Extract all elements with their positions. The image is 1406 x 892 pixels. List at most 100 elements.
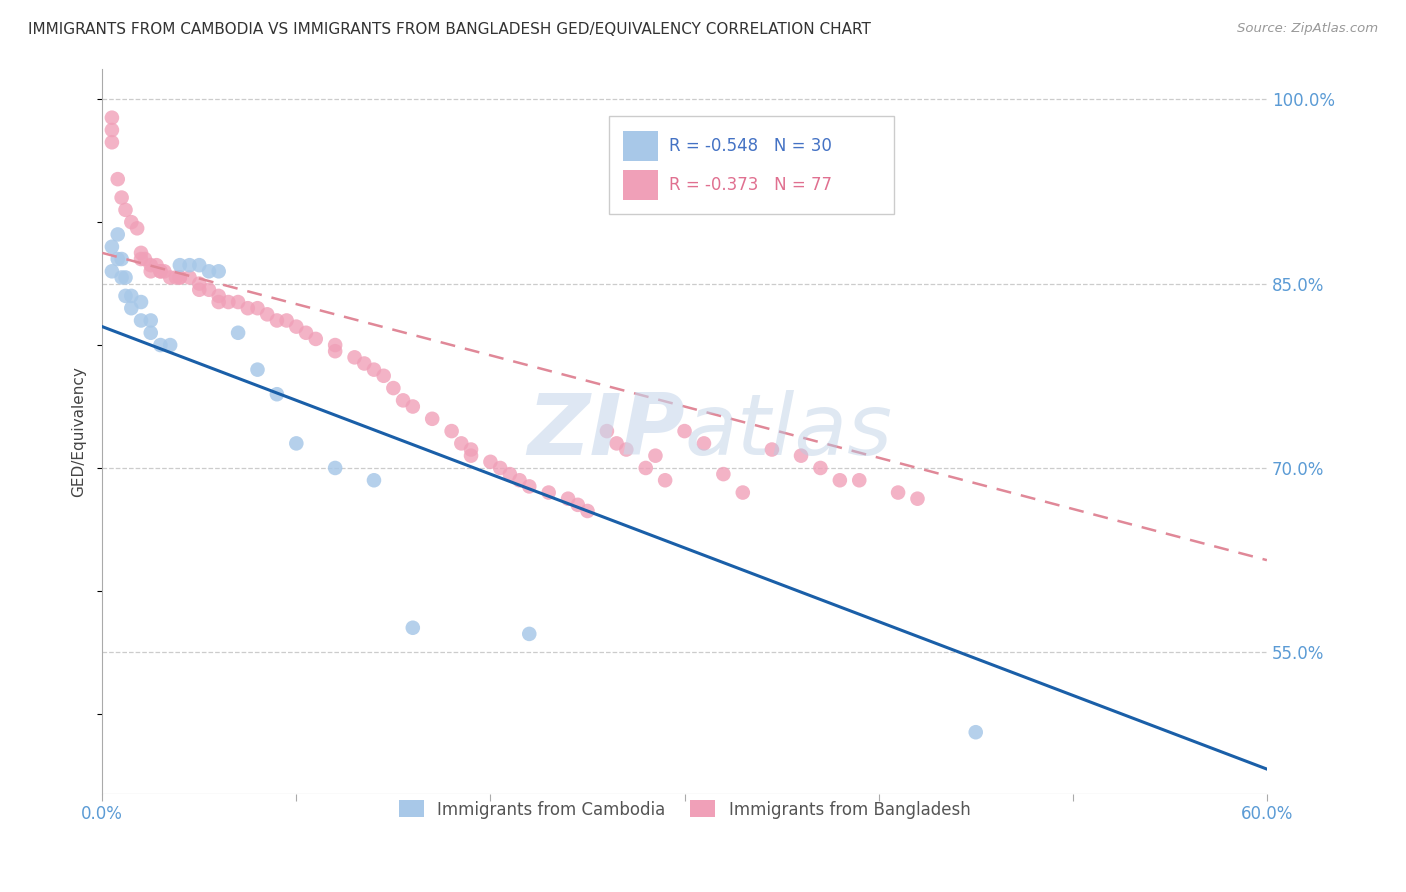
Point xyxy=(305,332,328,346)
Point xyxy=(101,111,124,125)
Point xyxy=(159,338,181,352)
Point xyxy=(323,461,346,475)
Point xyxy=(149,264,172,278)
Point xyxy=(450,436,472,450)
Point xyxy=(217,295,239,310)
Point xyxy=(644,449,666,463)
Point xyxy=(353,357,375,371)
Point xyxy=(266,313,288,327)
Point xyxy=(576,504,599,518)
Point xyxy=(761,442,783,457)
Point xyxy=(266,387,288,401)
Point xyxy=(711,467,734,482)
Point xyxy=(129,313,152,327)
Point xyxy=(101,123,124,137)
Text: IMMIGRANTS FROM CAMBODIA VS IMMIGRANTS FROM BANGLADESH GED/EQUIVALENCY CORRELATI: IMMIGRANTS FROM CAMBODIA VS IMMIGRANTS F… xyxy=(28,22,870,37)
Text: atlas: atlas xyxy=(685,390,893,473)
Point xyxy=(114,270,136,285)
Point xyxy=(848,473,870,487)
Point xyxy=(153,264,176,278)
Point xyxy=(323,344,346,359)
Point xyxy=(188,258,211,272)
Point xyxy=(606,436,628,450)
Point xyxy=(226,295,249,310)
Point xyxy=(654,473,676,487)
Point xyxy=(101,264,124,278)
Point xyxy=(111,252,134,266)
Point xyxy=(114,202,136,217)
Point xyxy=(246,362,269,376)
Point xyxy=(107,252,129,266)
FancyBboxPatch shape xyxy=(609,116,894,213)
Point xyxy=(120,215,142,229)
Point xyxy=(120,289,142,303)
Point xyxy=(517,479,540,493)
Point xyxy=(208,289,231,303)
Point xyxy=(295,326,318,340)
Point xyxy=(149,264,172,278)
Point xyxy=(101,240,124,254)
Point xyxy=(420,412,443,426)
Point xyxy=(614,442,637,457)
Point xyxy=(169,258,191,272)
Point xyxy=(363,362,385,376)
Point xyxy=(134,252,156,266)
Point xyxy=(236,301,259,316)
Point xyxy=(188,283,211,297)
Point xyxy=(323,338,346,352)
Point xyxy=(188,277,211,291)
Point xyxy=(731,485,754,500)
Point xyxy=(673,424,696,438)
Point xyxy=(285,319,308,334)
Point xyxy=(402,400,425,414)
Point xyxy=(139,313,162,327)
Point xyxy=(828,473,851,487)
Point xyxy=(537,485,560,500)
Point xyxy=(159,270,181,285)
Point xyxy=(120,301,142,316)
Point xyxy=(139,264,162,278)
Bar xyxy=(623,170,658,201)
Point xyxy=(226,326,249,340)
Point xyxy=(107,227,129,242)
Point xyxy=(363,473,385,487)
Point xyxy=(402,621,425,635)
Point xyxy=(169,270,191,285)
Y-axis label: GED/Equivalency: GED/Equivalency xyxy=(72,366,86,497)
Point xyxy=(887,485,910,500)
Point xyxy=(343,351,366,365)
Text: R = -0.373   N = 77: R = -0.373 N = 77 xyxy=(669,177,832,194)
Point xyxy=(276,313,298,327)
Point xyxy=(127,221,149,235)
Point xyxy=(382,381,405,395)
Point xyxy=(129,245,152,260)
Point xyxy=(111,190,134,204)
Point xyxy=(101,135,124,149)
Point xyxy=(198,264,221,278)
Point xyxy=(509,473,531,487)
Point xyxy=(129,252,152,266)
Point xyxy=(479,455,502,469)
Point xyxy=(169,270,191,285)
Point xyxy=(198,283,221,297)
Point xyxy=(129,295,152,310)
Bar xyxy=(623,131,658,161)
Point xyxy=(246,301,269,316)
Point xyxy=(460,442,482,457)
Legend: Immigrants from Cambodia, Immigrants from Bangladesh: Immigrants from Cambodia, Immigrants fro… xyxy=(392,794,977,825)
Point xyxy=(810,461,832,475)
Point xyxy=(107,172,129,186)
Text: ZIP: ZIP xyxy=(527,390,685,473)
Point xyxy=(596,424,619,438)
Point xyxy=(149,338,172,352)
Point xyxy=(111,270,134,285)
Point xyxy=(208,295,231,310)
Point xyxy=(567,498,589,512)
Point xyxy=(145,258,167,272)
Point xyxy=(517,627,540,641)
Point xyxy=(634,461,657,475)
Point xyxy=(285,436,308,450)
Point xyxy=(139,258,162,272)
Point xyxy=(460,449,482,463)
Point xyxy=(693,436,716,450)
